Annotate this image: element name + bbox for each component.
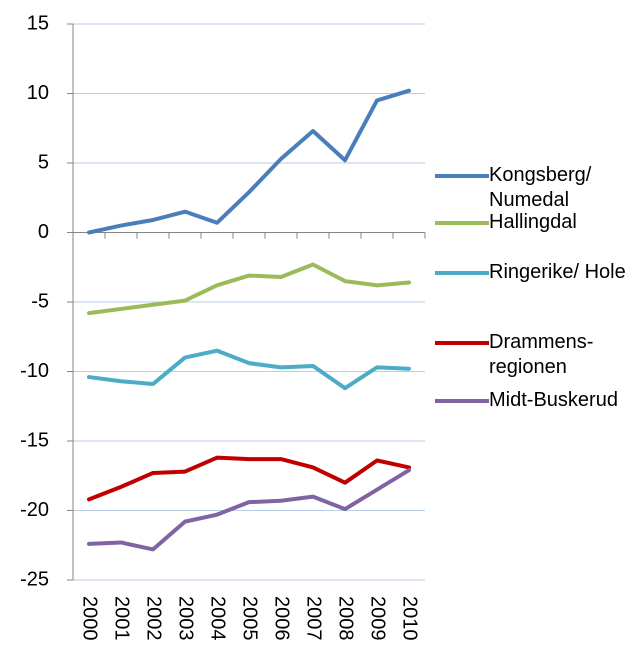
y-tick-label: -20 [20,499,49,521]
legend-swatch [435,271,489,275]
x-tick-label: 2008 [335,596,357,641]
x-tick-label: 2010 [399,596,421,641]
y-tick-label: -25 [20,568,49,590]
series-line [87,348,411,391]
legend-swatch [435,399,489,403]
legend-label: Drammens-regionen [489,331,594,378]
x-tick-label: 2003 [175,596,197,641]
y-tick-label: 5 [38,151,49,173]
series-line [87,262,411,316]
x-tick-label: 2006 [271,596,293,641]
legend-swatch [435,221,489,225]
legend-swatch [435,174,489,178]
y-tick-label: -10 [20,360,49,382]
x-tick-label: 2000 [79,596,101,641]
y-tick-label: 15 [27,12,49,34]
series-line [87,88,411,235]
legend-entry: Midt-Buskerud [435,388,629,413]
legend-label: Midt-Buskerud [489,389,618,411]
legend-label: Hallingdal [489,211,577,233]
legend-label: Ringerike/ Hole [489,261,626,283]
legend-label: Kongsberg/ Numedal [489,164,592,211]
legend-swatch [435,341,489,345]
x-tick-label: 2007 [303,596,325,641]
y-tick-label: 10 [27,82,49,104]
x-tick-label: 2005 [239,596,261,641]
legend-entry: Kongsberg/ Numedal [435,163,629,213]
y-tick-label: -5 [31,290,49,312]
y-tick-label: -15 [20,429,49,451]
x-tick-label: 2004 [207,596,229,641]
series-line [87,468,411,552]
y-tick-label: 0 [38,221,49,243]
x-tick-label: 2002 [143,596,165,641]
x-tick-label: 2001 [111,596,133,641]
series-line [87,455,411,502]
legend-entry: Ringerike/ Hole [435,260,629,285]
legend-entry: Hallingdal [435,210,629,235]
legend-entry: Drammens-regionen [435,330,629,380]
x-tick-label: 2009 [367,596,389,641]
